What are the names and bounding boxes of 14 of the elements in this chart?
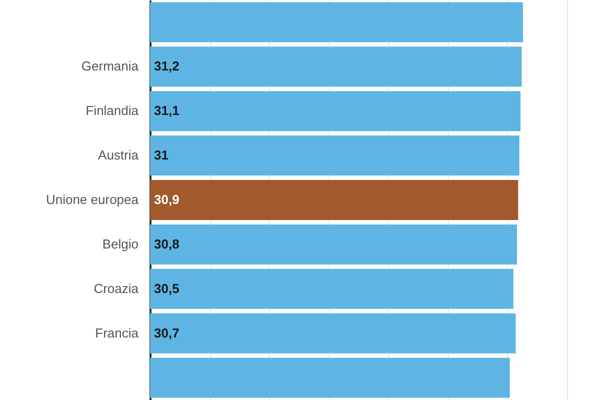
data-label: 31,2 xyxy=(154,58,180,74)
y-tick-label: Finlandia xyxy=(86,103,140,118)
y-tick-label: Francia xyxy=(95,325,140,340)
y-tick-label: Austria xyxy=(98,148,140,163)
y-tick-label: Germania xyxy=(81,58,140,74)
y-tick-label: Croazia xyxy=(94,280,140,296)
y-tick-label: Unione europea xyxy=(46,192,140,207)
data-label: 30,5 xyxy=(154,280,180,296)
data-label: 30,8 xyxy=(154,236,180,252)
data-label: 30,9 xyxy=(154,192,180,207)
data-label: 30,7 xyxy=(154,325,180,340)
y-tick-label: Belgio xyxy=(102,236,138,252)
data-label: 31,1 xyxy=(154,103,180,118)
data-label: 31 xyxy=(154,148,168,163)
